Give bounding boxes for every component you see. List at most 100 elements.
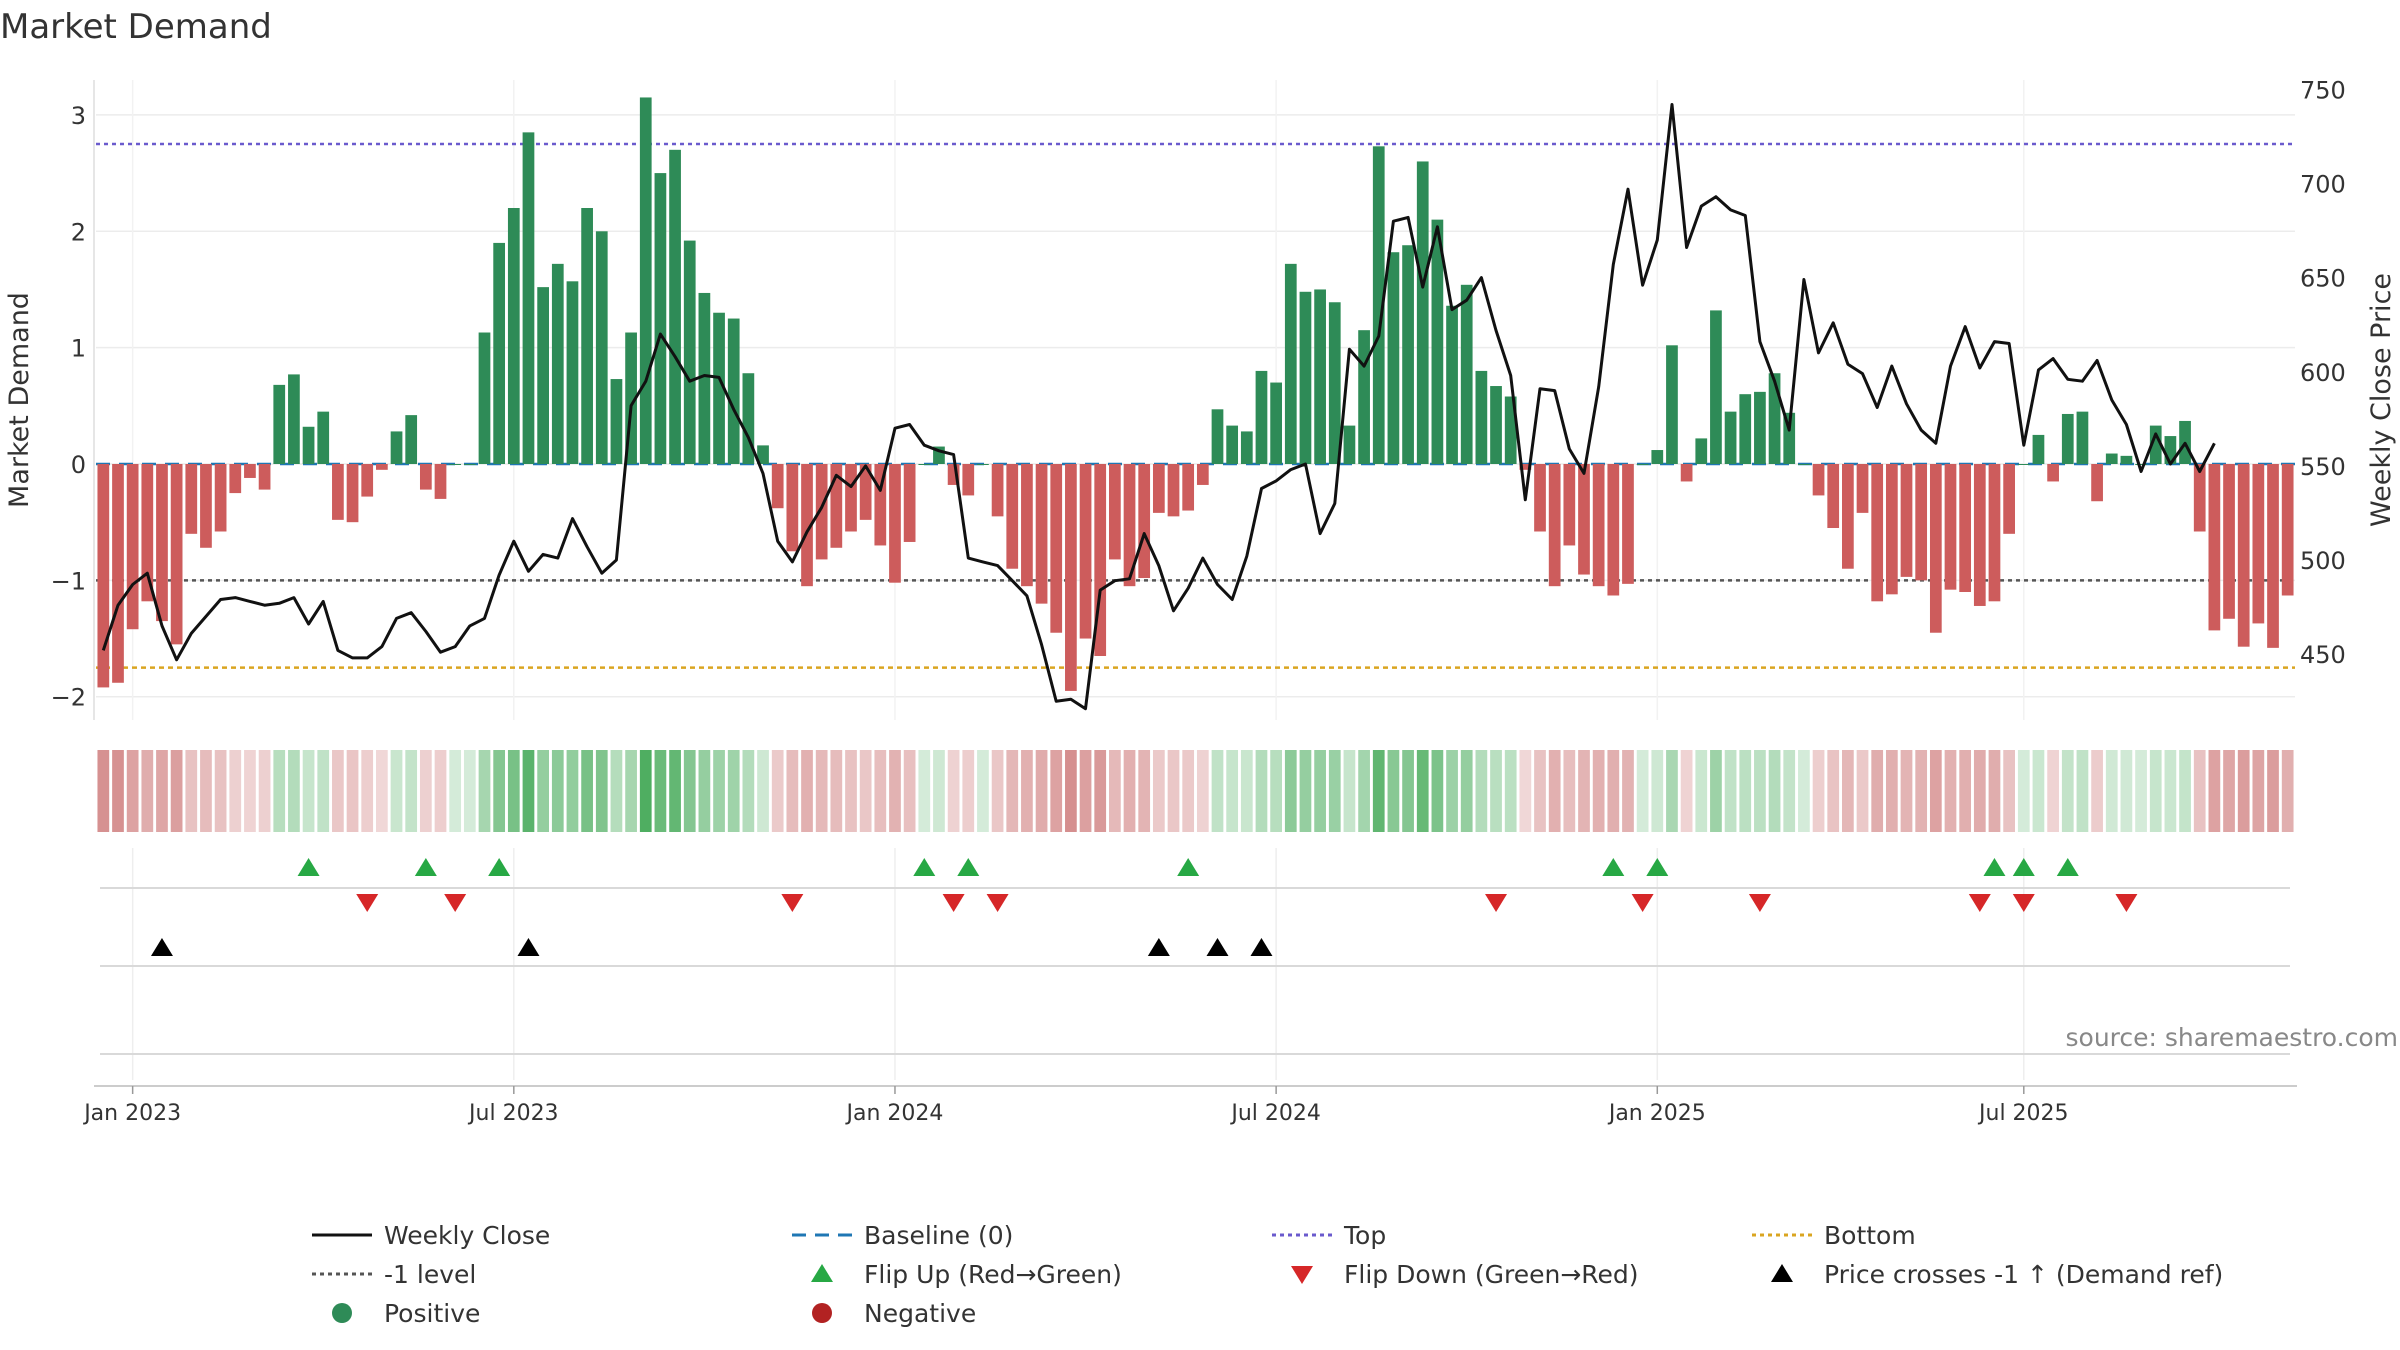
heat-cell [947, 750, 960, 832]
heat-cell [1754, 750, 1766, 832]
demand-bar [1460, 284, 1473, 464]
demand-bar [1504, 396, 1517, 464]
demand-bar [859, 464, 872, 520]
heat-cell [1724, 750, 1737, 832]
demand-bar [2003, 464, 2015, 534]
weekly-close-line [101, 103, 2216, 711]
heat-cell [1812, 750, 1825, 832]
demand-bar [742, 373, 755, 464]
demand-bar [1856, 464, 1869, 513]
legend-label: Flip Up (Red→Green) [864, 1260, 1122, 1289]
heat-cell [317, 750, 330, 832]
right-tick-label: 750 [2300, 76, 2346, 104]
demand-bar [1240, 431, 1253, 464]
heat-cell [1050, 750, 1063, 832]
demand-bar [1988, 464, 2001, 602]
flip-down-marker [2115, 894, 2138, 912]
heat-cell [1768, 750, 1781, 832]
x-tick-label: Jan 2024 [845, 1101, 944, 1126]
heat-cell [1226, 750, 1239, 832]
demand-bar [2135, 464, 2147, 465]
heat-cell [2061, 750, 2074, 832]
demand-bar [244, 464, 256, 478]
legend-label: Price crosses -1 ↑ (Demand ref) [1824, 1260, 2223, 1289]
heat-cell [229, 750, 242, 832]
heat-cell [2076, 750, 2089, 832]
heat-cell [1358, 750, 1370, 832]
demand-bar [669, 149, 681, 464]
demand-bar [522, 132, 535, 464]
legend: Weekly Close Baseline (0) Top Bottom -1 leve… [312, 1221, 2223, 1328]
heat-cell [200, 750, 212, 832]
flip-down-marker [1631, 894, 1654, 912]
heat-cell [1402, 750, 1414, 832]
demand-bar [126, 464, 139, 630]
demand-bar [170, 464, 183, 645]
demand-bar [1314, 289, 1326, 464]
heat-cell [918, 750, 931, 832]
heat-cell [1798, 750, 1810, 832]
demand-bar [1798, 464, 1810, 465]
demand-bar [1548, 464, 1561, 587]
heat-cell [346, 750, 359, 832]
heat-cell [1343, 750, 1356, 832]
legend-item: Baseline (0) [792, 1221, 1013, 1250]
demand-bar [845, 464, 857, 532]
demand-bar [229, 464, 242, 494]
demand-bar [1534, 464, 1546, 532]
heat-cell [1270, 750, 1282, 832]
legend-label: Weekly Close [384, 1221, 550, 1250]
heat-cell [273, 750, 286, 832]
heat-cell [830, 750, 843, 832]
demand-bar [214, 464, 227, 532]
heat-cell [639, 750, 652, 832]
heat-cell [713, 750, 725, 832]
flip-down-marker [356, 894, 379, 912]
demand-bar [2237, 464, 2250, 647]
demand-bar [1929, 464, 1942, 633]
legend-item: Negative [812, 1299, 976, 1328]
right-tick-label: 650 [2300, 265, 2346, 293]
heat-cell [1475, 750, 1488, 832]
demand-bar [625, 332, 637, 464]
heat-cell [1944, 750, 1957, 832]
price-cross-marker [1250, 938, 1273, 956]
heat-cell [214, 750, 227, 832]
heat-cell [522, 750, 535, 832]
demand-bar [478, 332, 491, 464]
demand-bar [2149, 425, 2162, 464]
demand-bar [2076, 411, 2089, 464]
heat-cell [2091, 750, 2103, 832]
heat-cell [1182, 750, 1195, 832]
demand-bar [376, 464, 388, 470]
demand-bar [1754, 391, 1766, 464]
demand-bar [698, 292, 711, 464]
demand-bar [1123, 464, 1136, 587]
demand-bar [889, 464, 901, 583]
demand-bar [874, 464, 887, 546]
heat-cell [258, 750, 271, 832]
heat-cell [1079, 750, 1092, 832]
heat-cell [1680, 750, 1693, 832]
demand-bar [581, 208, 593, 464]
legend-label: -1 level [384, 1260, 476, 1289]
demand-bar [1358, 330, 1370, 464]
flip-up-marker [297, 858, 320, 876]
legend-swatch-triangle-down [1291, 1266, 1313, 1284]
heat-cell [1387, 750, 1400, 832]
heat-cell [376, 750, 388, 832]
heat-cell [1021, 750, 1033, 832]
demand-bar [2017, 464, 2030, 465]
heat-cell [845, 750, 857, 832]
heat-cell [1548, 750, 1561, 832]
demand-bar [1270, 382, 1282, 464]
heat-cell [126, 750, 139, 832]
demand-bar [141, 464, 154, 602]
demand-bar [933, 446, 945, 464]
heat-cell [683, 750, 696, 832]
demand-bar [991, 464, 1004, 517]
heat-cell [405, 750, 418, 832]
demand-bar [2281, 464, 2294, 596]
demand-bar [801, 464, 813, 587]
demand-bar [1431, 219, 1444, 464]
